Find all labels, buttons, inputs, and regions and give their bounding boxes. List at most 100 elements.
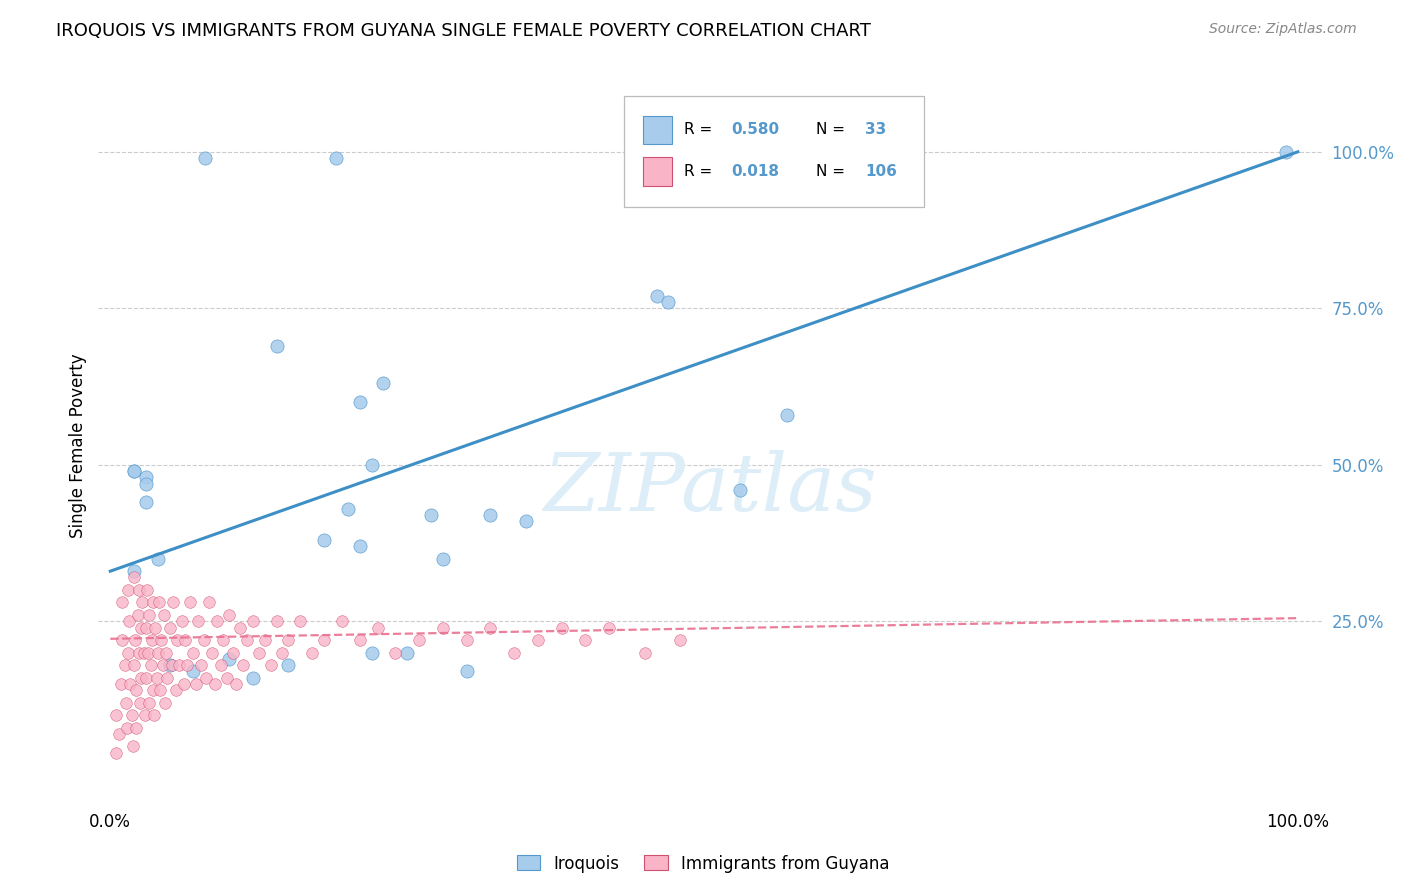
- Point: [139, 658, 162, 673]
- Point: [145, 621, 167, 635]
- Point: [120, 677, 142, 691]
- Point: [205, 614, 228, 628]
- Point: [215, 671, 238, 685]
- Text: Source: ZipAtlas.com: Source: ZipAtlas.com: [1209, 22, 1357, 37]
- Point: [212, 633, 235, 648]
- Point: [125, 683, 148, 698]
- Point: [173, 677, 195, 691]
- Point: [176, 658, 198, 673]
- Point: [195, 671, 218, 685]
- Point: [204, 677, 226, 691]
- Point: [479, 621, 502, 635]
- Point: [360, 458, 382, 472]
- Point: [135, 671, 157, 685]
- Point: [330, 614, 353, 628]
- Point: [598, 621, 620, 635]
- Point: [125, 721, 148, 735]
- Point: [266, 614, 288, 628]
- Point: [153, 696, 176, 710]
- Text: R =: R =: [685, 122, 717, 137]
- Point: [150, 633, 173, 648]
- Point: [247, 646, 270, 660]
- Point: [242, 614, 264, 628]
- Text: ZIPatlas: ZIPatlas: [543, 450, 877, 527]
- Text: 33: 33: [865, 122, 887, 137]
- Point: [115, 721, 138, 735]
- Y-axis label: Single Female Poverty: Single Female Poverty: [69, 354, 87, 538]
- Point: [117, 582, 139, 597]
- Point: [143, 708, 166, 723]
- Point: [105, 708, 128, 723]
- Point: [129, 671, 152, 685]
- Point: [349, 395, 371, 409]
- Point: [165, 683, 187, 698]
- Point: [134, 708, 156, 723]
- Point: [432, 551, 454, 566]
- Point: [277, 633, 299, 648]
- Point: [225, 677, 247, 691]
- Point: [669, 633, 692, 648]
- Point: [128, 582, 150, 597]
- Point: [218, 652, 240, 666]
- Point: [145, 671, 167, 685]
- Point: [271, 646, 294, 660]
- Point: [118, 614, 141, 628]
- Point: [110, 677, 132, 691]
- Point: [148, 595, 170, 609]
- Point: [179, 595, 201, 609]
- Point: [122, 464, 145, 478]
- Point: [550, 621, 572, 635]
- Point: [384, 646, 406, 660]
- Point: [174, 633, 197, 648]
- Point: [183, 665, 205, 679]
- Point: [114, 696, 136, 710]
- Text: 0.580: 0.580: [731, 122, 779, 137]
- Point: [162, 595, 184, 609]
- Point: [187, 614, 209, 628]
- Point: [776, 408, 799, 422]
- Point: [336, 501, 359, 516]
- Point: [183, 646, 205, 660]
- Point: [634, 646, 657, 660]
- Point: [242, 671, 264, 685]
- Point: [657, 295, 679, 310]
- Point: [142, 683, 165, 698]
- Point: [159, 621, 181, 635]
- Point: [121, 708, 143, 723]
- Point: [420, 508, 443, 522]
- Text: R =: R =: [685, 164, 717, 178]
- Point: [156, 671, 179, 685]
- Point: [159, 658, 181, 673]
- Point: [218, 607, 240, 622]
- Point: [193, 633, 215, 648]
- Point: [136, 646, 159, 660]
- Point: [236, 633, 259, 648]
- Point: [124, 633, 146, 648]
- Point: [574, 633, 596, 648]
- Point: [135, 495, 157, 509]
- Point: [138, 607, 160, 622]
- Point: [141, 633, 163, 648]
- Point: [728, 483, 751, 497]
- Bar: [643, 157, 672, 186]
- Point: [645, 289, 668, 303]
- Point: [290, 614, 312, 628]
- Point: [312, 633, 335, 648]
- Point: [515, 514, 537, 528]
- Point: [366, 621, 388, 635]
- Point: [527, 633, 550, 648]
- Point: [146, 646, 169, 660]
- Point: [128, 646, 150, 660]
- Point: [131, 595, 153, 609]
- Point: [127, 607, 149, 622]
- Point: [166, 633, 188, 648]
- Point: [373, 376, 395, 391]
- Point: [209, 658, 232, 673]
- Point: [221, 646, 243, 660]
- Point: [349, 539, 371, 553]
- FancyBboxPatch shape: [624, 96, 924, 207]
- Point: [479, 508, 502, 522]
- Point: [135, 476, 157, 491]
- Point: [142, 595, 165, 609]
- Point: [232, 658, 254, 673]
